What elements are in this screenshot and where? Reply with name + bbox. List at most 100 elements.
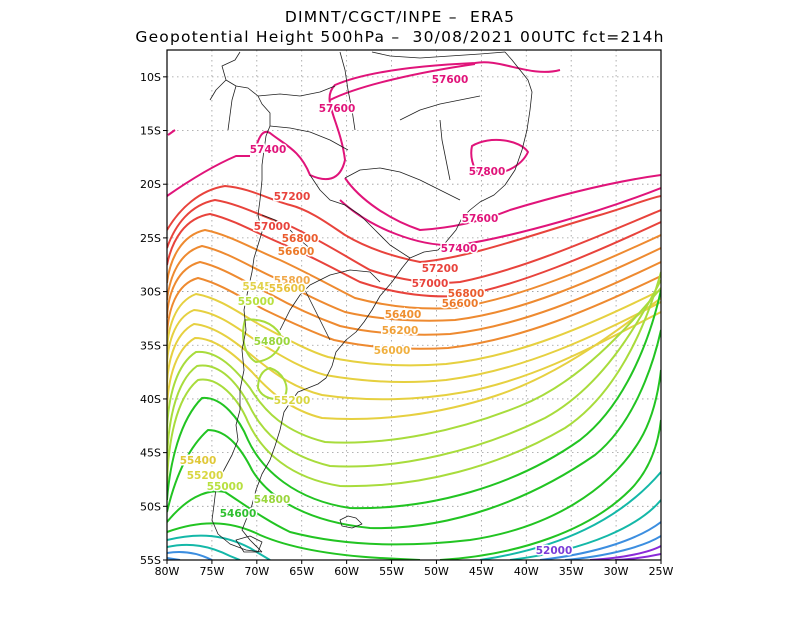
contour-label: 55000 [207,481,244,493]
coast-border-line [261,214,313,251]
coastlines-and-borders [209,51,533,553]
contour-label: 57600 [432,74,469,86]
contour-line [470,139,529,177]
contour-label: 52000 [536,545,573,557]
y-tick-label: 20S [140,178,161,191]
contour-line [167,229,661,310]
x-tick-label: 55W [379,565,404,578]
x-tick-label: 75W [199,565,224,578]
y-tick-label: 45S [140,447,161,460]
x-tick-label: 30W [604,565,629,578]
contour-label: 57000 [254,221,291,233]
y-tick-label: 30S [140,286,161,299]
coast-border-line [439,119,451,181]
y-tick-label: 35S [140,339,161,352]
contour-line [167,471,661,560]
contour-line [339,187,661,247]
x-tick-label: 25W [649,565,674,578]
coast-border-line [344,167,461,201]
contour-line [167,155,250,197]
contour-line [589,545,661,560]
contour-label: 55000 [238,296,275,308]
contour-label: 56000 [374,345,411,357]
contour-label: 54800 [254,336,291,348]
contour-label: 57600 [462,213,499,225]
contour-label: 56200 [382,325,419,337]
y-tick-label: 55S [140,554,161,567]
contour-line [167,301,661,384]
coast-border-line [339,51,356,131]
coast-border-line [269,125,349,151]
contour-label: 57200 [274,191,311,203]
contour-label: 56600 [278,246,315,258]
coast-border-line [257,85,336,97]
contour-line [167,279,661,469]
contour-line [167,419,661,560]
contour-label: 54800 [254,494,291,506]
contour-label: 55200 [274,395,311,407]
geopotential-contours [167,61,661,560]
map-title-line1: DIMNT/CGCT/INPE – ERA5 [284,8,516,26]
contour-label: 55200 [187,470,224,482]
contour-line [167,289,661,367]
contour-line [167,311,661,401]
coast-border-line [371,51,506,59]
axis-ticks: 80W 75W 70W 65W 60W 55W 50W 45W 40W 35W 30W 25W 10S 1… [140,71,674,578]
x-tick-label: 45W [469,565,494,578]
contour-label: 57800 [469,166,506,178]
x-tick-label: 50W [424,565,449,578]
coast-border-line [399,95,481,121]
contour-line [167,129,176,136]
x-tick-label: 65W [289,565,314,578]
coast-border-line [241,51,533,553]
contour-label: 54600 [220,508,257,520]
contour-line [257,367,288,400]
x-tick-label: 35W [559,565,584,578]
contour-label: 5545 [242,281,271,293]
contour-line [167,369,661,546]
coast-border-line [227,85,237,131]
y-tick-label: 15S [140,125,161,138]
contour-line [167,199,661,284]
y-tick-label: 25S [140,232,161,245]
contour-line [167,245,661,322]
contour-label: 55600 [269,283,306,295]
coast-border-line [209,79,227,101]
contour-line [167,329,661,530]
contour-label: 56800 [282,233,319,245]
contour-label: 56800 [448,288,485,300]
x-tick-label: 70W [244,565,269,578]
contour-line [254,61,561,181]
contour-line [167,297,661,420]
contour-label: 55400 [180,455,217,467]
contour-line [167,213,661,298]
x-tick-label: 40W [514,565,539,578]
contour-line [167,287,661,445]
contour-label: 57600 [319,103,356,115]
contour-label: 57000 [412,278,449,290]
contour-label: 56600 [442,298,479,310]
x-tick-label: 60W [334,565,359,578]
contour-line [344,174,661,231]
map-title-line2: Geopotential Height 500hPa – 30/08/2021 … [135,28,665,46]
contour-line [167,499,661,560]
x-tick-label: 80W [155,565,180,578]
y-tick-label: 50S [140,500,161,513]
contour-line [167,185,661,263]
contour-label: 56400 [385,309,422,321]
contour-line [329,63,476,101]
contour-line [167,271,661,488]
map-frame [166,49,662,561]
contour-line [167,289,661,510]
coast-border-line [211,51,271,553]
contour-label: 57200 [422,263,459,275]
coast-border-line [235,535,263,553]
contour-label: 55800 [274,275,311,287]
contour-line [167,261,661,336]
contour-label: 57400 [250,144,287,156]
coast-border-line [279,269,381,331]
coast-border-line [309,174,411,259]
contour-labels: 57600 57600 57400 57800 57600 57400 57200 57000… [178,73,574,559]
y-tick-label: 10S [140,71,161,84]
